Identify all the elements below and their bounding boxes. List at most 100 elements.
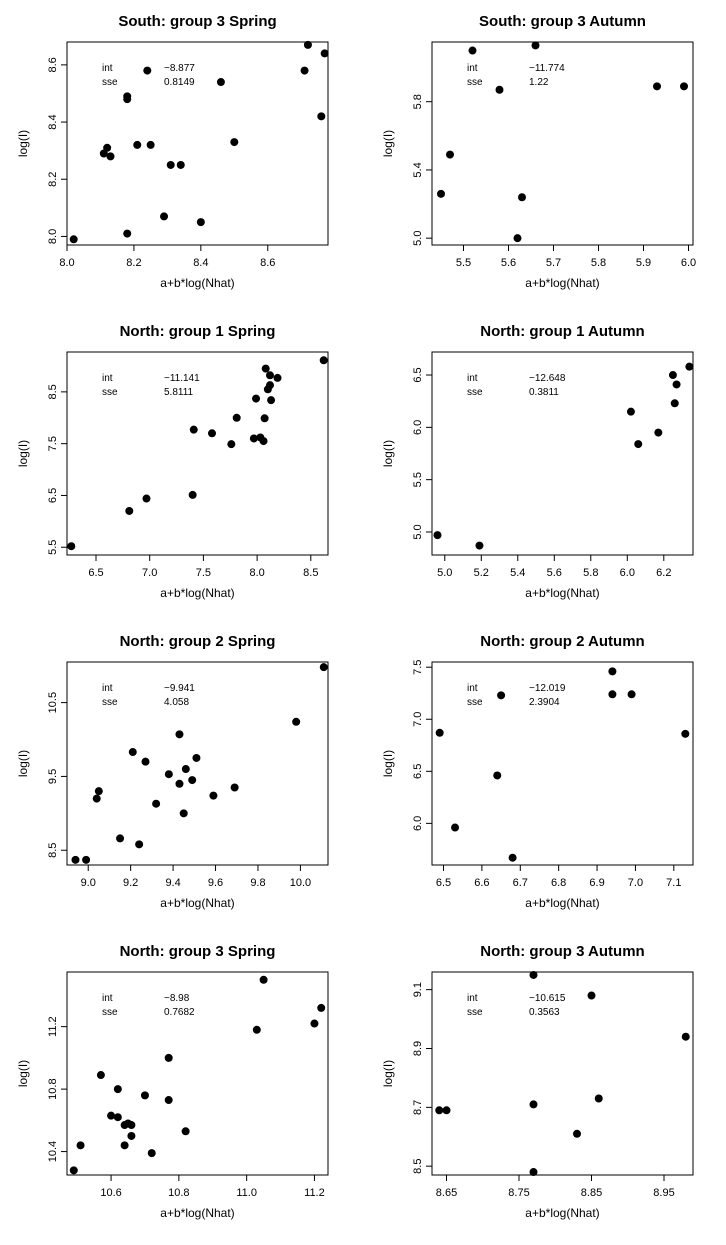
data-point <box>273 373 282 382</box>
data-point <box>266 371 274 380</box>
data-point <box>125 506 134 515</box>
data-point <box>681 1032 690 1041</box>
chart-title: South: group 3 Spring <box>118 13 276 30</box>
plot-frame <box>66 661 329 866</box>
annotation-int-label: int <box>102 373 113 384</box>
x-tick-label: 6.7 <box>513 877 528 889</box>
data-point <box>518 193 526 202</box>
data-point <box>123 92 132 101</box>
data-point <box>176 160 185 169</box>
x-axis-label: a+b*log(Nhat) <box>160 276 234 290</box>
data-point <box>468 46 477 55</box>
data-point <box>67 542 76 551</box>
data-point <box>71 855 80 864</box>
scatter-panel: North: group 2 Autumn 6.5 6.6 6.7 6.8 6.9 7.0 7… <box>381 633 694 910</box>
x-tick-label: 5.2 <box>474 567 489 579</box>
y-tick-label: 6.5 <box>412 367 424 382</box>
data-point <box>437 189 445 198</box>
data-point <box>128 748 137 757</box>
data-point <box>140 1091 149 1100</box>
x-tick-label: 8.95 <box>653 1187 674 1199</box>
data-point <box>142 494 151 503</box>
scatter-panel: North: group 2 Spring 9.0 9.2 9.4 9.6 9.8 10.0… <box>16 633 329 910</box>
y-tick-label: 10.4 <box>47 1141 59 1162</box>
data-point <box>146 140 155 149</box>
data-point <box>152 799 161 808</box>
x-tick-label: 8.2 <box>126 257 141 269</box>
data-point <box>192 753 201 762</box>
data-point <box>96 1071 105 1080</box>
data-point <box>442 1106 451 1115</box>
x-tick-label: 9.6 <box>208 877 223 889</box>
x-axis-label: a+b*log(Nhat) <box>525 276 599 290</box>
x-tick-label: 8.0 <box>249 567 264 579</box>
data-point <box>475 541 484 550</box>
data-point <box>196 218 205 227</box>
data-point <box>181 765 190 774</box>
x-tick-label: 11.0 <box>236 1187 257 1199</box>
y-axis-label: log(I) <box>16 130 30 157</box>
y-tick-label: 10.5 <box>47 692 59 713</box>
data-point <box>147 1149 156 1158</box>
x-axis-label: a+b*log(Nhat) <box>525 586 599 600</box>
chart-title: North: group 2 Autumn <box>480 633 644 650</box>
annotation-int-label: int <box>467 683 478 694</box>
data-point <box>261 364 270 373</box>
chart-title: North: group 2 Spring <box>120 633 276 650</box>
annotation-int-value: −9.941 <box>164 683 195 694</box>
data-point <box>672 380 681 389</box>
annotation-sse-label: sse <box>467 1007 483 1018</box>
x-tick-label: 8.4 <box>193 257 208 269</box>
data-point <box>317 112 326 121</box>
x-tick-label: 6.2 <box>656 567 671 579</box>
data-point <box>164 1053 173 1062</box>
annotation-sse-value: 0.3811 <box>529 387 559 398</box>
annotation-int-value: −11.774 <box>529 63 565 74</box>
data-point <box>320 49 329 58</box>
annotation-sse-label: sse <box>102 387 118 398</box>
data-point <box>670 399 679 408</box>
annotation-int-label: int <box>467 373 478 384</box>
annotation-sse-value: 0.8149 <box>164 77 195 88</box>
data-point <box>451 823 460 832</box>
y-tick-label: 8.7 <box>412 1100 424 1115</box>
y-axis-label: log(I) <box>381 750 395 777</box>
data-point <box>76 1141 85 1150</box>
data-point <box>319 356 328 365</box>
data-point <box>531 41 540 50</box>
data-point <box>175 730 184 739</box>
scatter-panel: North: group 1 Spring 6.5 7.0 7.5 8.0 8.5 5.5 6… <box>16 323 329 600</box>
y-tick-label: 5.5 <box>47 540 59 555</box>
plot-frame <box>66 971 329 1176</box>
data-point <box>259 437 268 446</box>
data-point <box>266 381 274 390</box>
y-tick-label: 9.1 <box>412 982 424 997</box>
x-tick-label: 6.5 <box>88 567 103 579</box>
y-axis-label: log(I) <box>16 750 30 777</box>
data-point <box>103 143 112 152</box>
scatter-panel: South: group 3 Autumn 5.5 5.6 5.7 5.8 5.9 6.0 5… <box>381 13 696 290</box>
scatter-panel: South: group 3 Spring 8.0 8.2 8.4 8.6 8.0 8.2 8… <box>16 13 329 290</box>
plot-frame <box>66 41 329 246</box>
data-point <box>495 85 504 94</box>
x-tick-label: 8.85 <box>581 1187 602 1199</box>
x-tick-label: 7.1 <box>666 877 681 889</box>
data-point <box>310 1019 319 1028</box>
data-point <box>319 663 328 672</box>
annotation-int-value: −8.98 <box>164 993 190 1004</box>
x-tick-label: 9.0 <box>81 877 96 889</box>
annotation-int-label: int <box>102 683 113 694</box>
y-tick-label: 10.8 <box>47 1078 59 1099</box>
data-point <box>446 150 454 159</box>
data-point <box>493 771 502 780</box>
annotation-int-value: −11.141 <box>164 373 200 384</box>
data-point <box>252 1025 261 1034</box>
plot-frame <box>431 971 694 1176</box>
data-point <box>133 140 142 149</box>
y-tick-label: 7.0 <box>412 712 424 727</box>
x-tick-label: 10.8 <box>168 1187 189 1199</box>
annotation-sse-label: sse <box>467 77 483 88</box>
data-point <box>227 440 236 449</box>
scatter-panel: North: group 1 Autumn 5.0 5.2 5.4 5.6 5.8 6.0 6… <box>381 323 694 600</box>
plot-frame <box>431 661 694 866</box>
